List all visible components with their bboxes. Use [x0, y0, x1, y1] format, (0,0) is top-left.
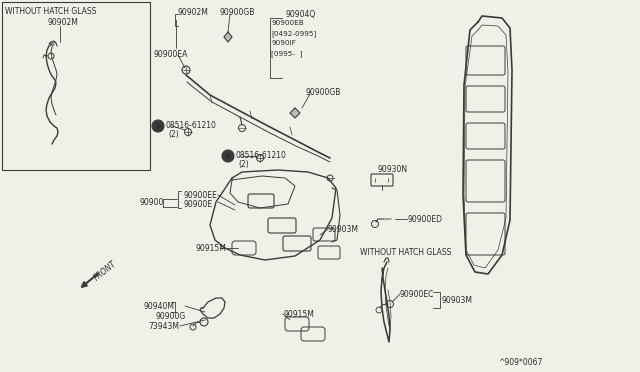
Text: ^909*0067: ^909*0067 — [498, 358, 542, 367]
Polygon shape — [224, 32, 232, 42]
Text: 90900GB: 90900GB — [305, 88, 340, 97]
Bar — [2, 2, 150, 170]
Text: WITHOUT HATCH GLASS: WITHOUT HATCH GLASS — [360, 248, 451, 257]
Text: 90930N: 90930N — [378, 165, 408, 174]
Text: FRONT: FRONT — [92, 260, 118, 283]
Text: 90900GB: 90900GB — [220, 8, 255, 17]
Text: (2): (2) — [238, 160, 249, 169]
Text: 90915M: 90915M — [283, 310, 314, 319]
Text: 90900G: 90900G — [155, 312, 185, 321]
Text: [0492-0995]: [0492-0995] — [271, 30, 316, 37]
Text: 08516-61210: 08516-61210 — [165, 121, 216, 130]
Text: (2): (2) — [168, 130, 179, 139]
Text: 90900E: 90900E — [183, 200, 212, 209]
Text: 9090IF: 9090IF — [271, 40, 296, 46]
Text: 90900ED: 90900ED — [407, 215, 442, 224]
Text: 90903M: 90903M — [328, 225, 359, 234]
Text: 90940M: 90940M — [143, 302, 174, 311]
Circle shape — [152, 120, 164, 132]
Text: 90900EA: 90900EA — [153, 50, 188, 59]
Text: S: S — [156, 123, 161, 129]
Text: 90915M: 90915M — [195, 244, 226, 253]
Text: 90902M: 90902M — [48, 18, 79, 27]
Text: S: S — [225, 153, 230, 159]
Text: 90900: 90900 — [140, 198, 164, 207]
Text: [0995-  ]: [0995- ] — [271, 50, 302, 57]
Text: 90904Q: 90904Q — [285, 10, 316, 19]
Text: 08516-61210: 08516-61210 — [235, 151, 286, 160]
Polygon shape — [290, 108, 300, 118]
Text: 90900EE: 90900EE — [183, 191, 217, 200]
Text: 90902M: 90902M — [178, 8, 209, 17]
Text: 90903M: 90903M — [441, 296, 472, 305]
Text: WITHOUT HATCH GLASS: WITHOUT HATCH GLASS — [5, 7, 97, 16]
Text: 73943M: 73943M — [148, 322, 179, 331]
Text: 90900EB: 90900EB — [271, 20, 304, 26]
Circle shape — [222, 150, 234, 162]
Text: 90900EC: 90900EC — [400, 290, 435, 299]
